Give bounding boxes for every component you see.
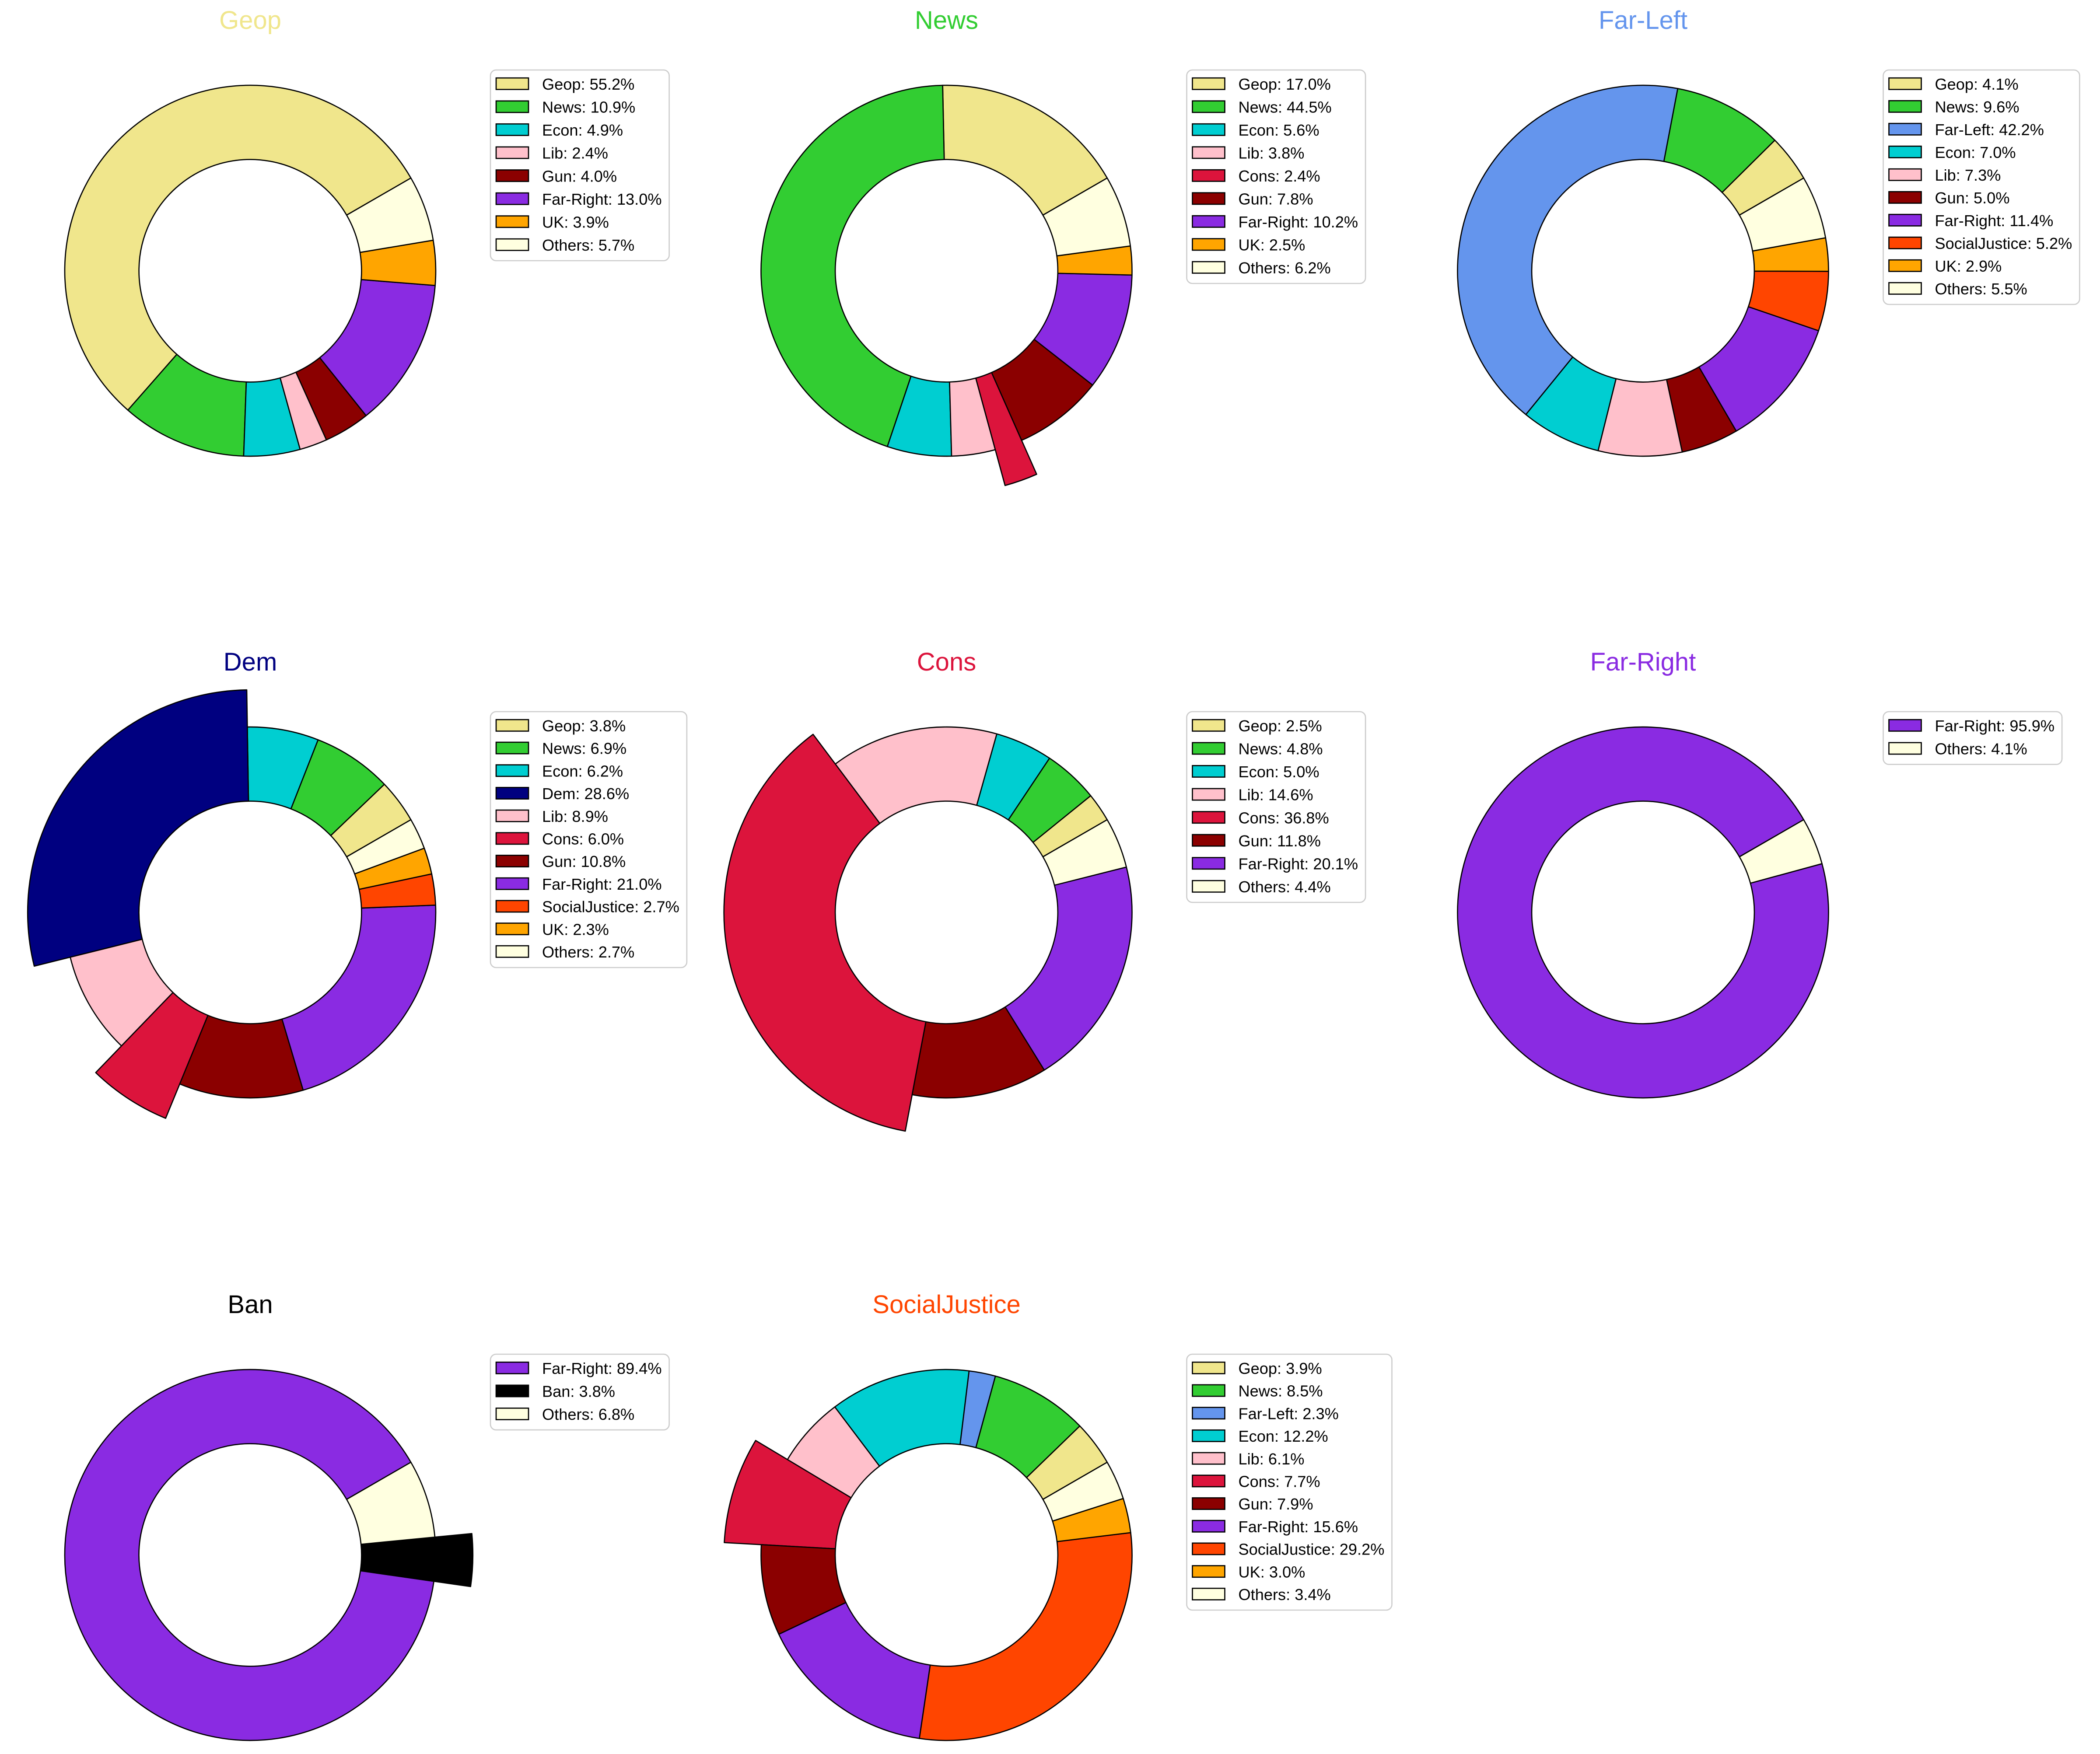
svg-text:News: 8.5%: News: 8.5% [1239, 1382, 1323, 1400]
svg-text:Far-Right: 13.0%: Far-Right: 13.0% [542, 190, 662, 208]
svg-text:Far-Right: 20.1%: Far-Right: 20.1% [1239, 855, 1358, 873]
svg-text:Gun: 10.8%: Gun: 10.8% [542, 853, 626, 870]
svg-text:Others: 6.2%: Others: 6.2% [1239, 259, 1331, 277]
svg-text:News: 44.5%: News: 44.5% [1239, 98, 1332, 116]
svg-text:Geop: 2.5%: Geop: 2.5% [1239, 717, 1322, 735]
svg-text:Lib: 8.9%: Lib: 8.9% [542, 807, 608, 825]
svg-text:SocialJustice: 2.7%: SocialJustice: 2.7% [542, 898, 679, 916]
svg-text:Geop: 4.1%: Geop: 4.1% [1935, 75, 2019, 93]
svg-text:Others: 5.5%: Others: 5.5% [1935, 280, 2027, 298]
svg-text:Far-Left: 42.2%: Far-Left: 42.2% [1935, 121, 2044, 139]
svg-text:Geop: Geop [219, 6, 281, 35]
svg-text:UK: 3.0%: UK: 3.0% [1239, 1563, 1306, 1581]
svg-text:Econ: 5.6%: Econ: 5.6% [1239, 121, 1320, 139]
svg-text:News: 10.9%: News: 10.9% [542, 98, 635, 116]
svg-text:Lib: 2.4%: Lib: 2.4% [542, 144, 608, 162]
svg-text:Cons: Cons [917, 648, 976, 676]
svg-text:Far-Right: 89.4%: Far-Right: 89.4% [542, 1359, 662, 1377]
svg-text:Far-Right: 10.2%: Far-Right: 10.2% [1239, 213, 1358, 231]
svg-text:Lib: 7.3%: Lib: 7.3% [1935, 166, 2001, 184]
svg-text:Dem: Dem [224, 648, 277, 676]
svg-text:Lib: 3.8%: Lib: 3.8% [1239, 144, 1305, 162]
svg-text:Far-Left: 2.3%: Far-Left: 2.3% [1239, 1405, 1339, 1422]
svg-text:Econ: 4.9%: Econ: 4.9% [542, 121, 623, 139]
svg-text:Ban: Ban [228, 1290, 273, 1319]
svg-text:Ban: 3.8%: Ban: 3.8% [542, 1383, 615, 1401]
svg-text:Geop: 3.8%: Geop: 3.8% [542, 717, 626, 735]
svg-text:UK: 3.9%: UK: 3.9% [542, 213, 609, 231]
svg-text:News: 9.6%: News: 9.6% [1935, 98, 2020, 116]
svg-text:Far-Right: 21.0%: Far-Right: 21.0% [542, 875, 662, 893]
svg-text:Dem: 28.6%: Dem: 28.6% [542, 785, 629, 803]
svg-text:Geop: 55.2%: Geop: 55.2% [542, 75, 634, 93]
svg-text:Others: 4.4%: Others: 4.4% [1239, 878, 1331, 896]
svg-text:Far-Right: 95.9%: Far-Right: 95.9% [1935, 717, 2055, 735]
svg-text:Gun: 7.8%: Gun: 7.8% [1239, 190, 1313, 208]
svg-text:SocialJustice: 29.2%: SocialJustice: 29.2% [1239, 1541, 1385, 1558]
svg-text:Econ: 12.2%: Econ: 12.2% [1239, 1427, 1328, 1445]
svg-text:Cons: 2.4%: Cons: 2.4% [1239, 167, 1320, 185]
svg-text:Cons: 36.8%: Cons: 36.8% [1239, 809, 1329, 827]
svg-text:Others: 2.7%: Others: 2.7% [542, 943, 634, 961]
svg-text:Others: 6.8%: Others: 6.8% [542, 1405, 634, 1423]
svg-text:UK: 2.5%: UK: 2.5% [1239, 236, 1306, 254]
svg-text:Far-Right: 11.4%: Far-Right: 11.4% [1935, 212, 2054, 230]
svg-text:Gun: 11.8%: Gun: 11.8% [1239, 832, 1321, 850]
svg-text:Lib: 6.1%: Lib: 6.1% [1239, 1450, 1305, 1468]
svg-text:Gun: 7.9%: Gun: 7.9% [1239, 1495, 1313, 1513]
svg-text:Others: 3.4%: Others: 3.4% [1239, 1586, 1331, 1604]
svg-text:Geop: 3.9%: Geop: 3.9% [1239, 1359, 1322, 1377]
svg-text:Far-Right: 15.6%: Far-Right: 15.6% [1239, 1518, 1358, 1536]
svg-text:Lib: 14.6%: Lib: 14.6% [1239, 786, 1313, 804]
svg-text:Gun: 5.0%: Gun: 5.0% [1935, 189, 2010, 207]
svg-text:Cons: 7.7%: Cons: 7.7% [1239, 1473, 1320, 1491]
svg-text:Econ: 5.0%: Econ: 5.0% [1239, 763, 1320, 781]
svg-text:SocialJustice: SocialJustice [872, 1290, 1020, 1319]
svg-text:SocialJustice: 5.2%: SocialJustice: 5.2% [1935, 234, 2072, 252]
svg-text:UK: 2.3%: UK: 2.3% [542, 920, 609, 938]
svg-text:Others: 5.7%: Others: 5.7% [542, 236, 634, 254]
svg-text:Gun: 4.0%: Gun: 4.0% [542, 167, 617, 185]
svg-text:Econ: 7.0%: Econ: 7.0% [1935, 143, 2016, 161]
svg-text:Cons: 6.0%: Cons: 6.0% [542, 830, 624, 848]
svg-text:Geop: 17.0%: Geop: 17.0% [1239, 75, 1331, 93]
svg-text:Far-Left: Far-Left [1599, 6, 1687, 35]
svg-text:Others: 4.1%: Others: 4.1% [1935, 740, 2027, 758]
svg-text:Econ: 6.2%: Econ: 6.2% [542, 762, 623, 780]
svg-text:News: News [915, 6, 978, 35]
svg-text:UK: 2.9%: UK: 2.9% [1935, 257, 2002, 275]
svg-text:Far-Right: Far-Right [1590, 648, 1696, 676]
svg-text:News: 6.9%: News: 6.9% [542, 740, 626, 758]
svg-text:News: 4.8%: News: 4.8% [1239, 740, 1323, 758]
